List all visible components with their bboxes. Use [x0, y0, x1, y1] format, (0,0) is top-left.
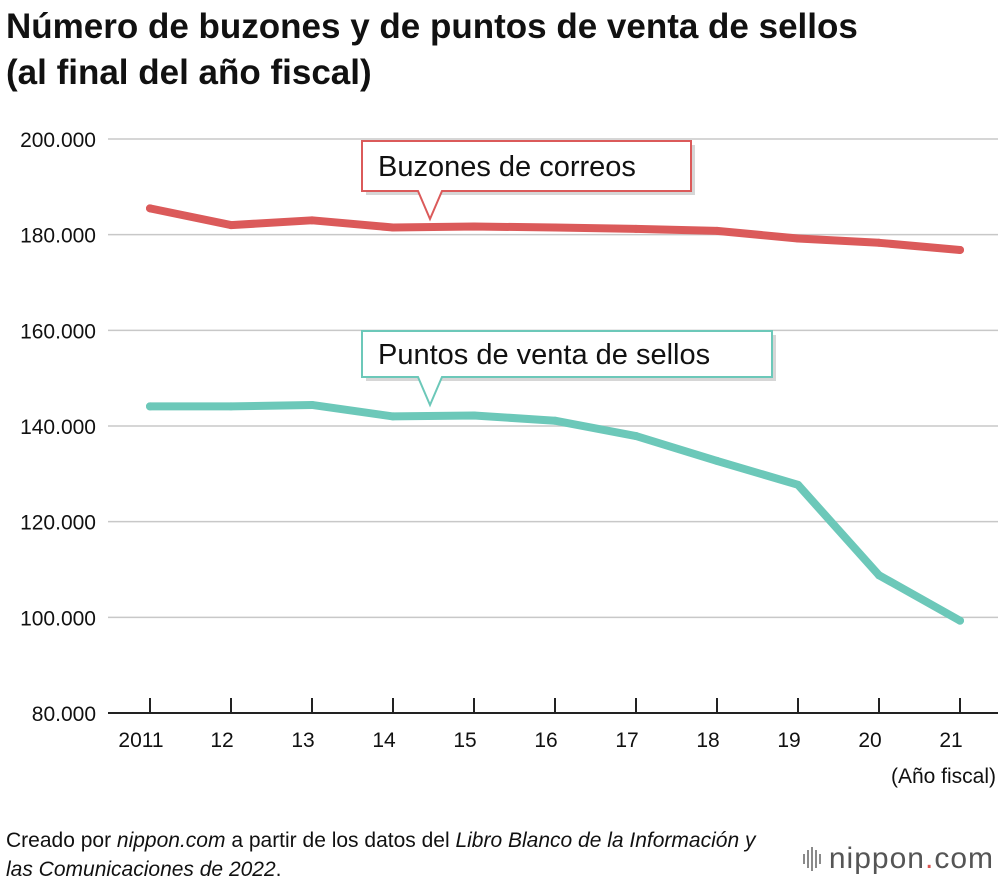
x-tick-label: 21 — [939, 729, 962, 752]
logo-tld: com — [934, 842, 994, 875]
data-point — [794, 480, 802, 489]
data-point — [632, 224, 640, 233]
data-point — [146, 204, 154, 213]
y-tick-label: 180.000 — [20, 225, 96, 248]
tick-labels: 80.000 100.000 120.000 140.000 160.000 180.00… — [20, 129, 996, 788]
data-point — [551, 223, 559, 232]
data-point — [308, 216, 316, 225]
data-point — [470, 222, 478, 231]
logo-name: nippon — [828, 842, 925, 875]
x-tick-label: 17 — [615, 729, 638, 752]
data-point — [956, 245, 964, 254]
data-point — [713, 226, 721, 235]
chart-title-line-1: Número de buzones y de puntos de venta d… — [6, 7, 858, 46]
data-point — [389, 412, 397, 421]
data-point — [794, 234, 802, 243]
source-site: nippon.com — [116, 829, 226, 852]
data-point — [632, 432, 640, 441]
data-point — [956, 616, 964, 625]
chart-title: Número de buzones y de puntos de venta d… — [6, 4, 996, 96]
data-point — [713, 456, 721, 465]
x-unit-label: (Año fiscal) — [891, 765, 996, 788]
data-point — [875, 571, 883, 580]
x-tick-label: 16 — [534, 729, 557, 752]
data-point — [227, 221, 235, 230]
data-point — [389, 223, 397, 232]
x-tick-label: 18 — [696, 729, 719, 752]
y-tick-label: 160.000 — [20, 320, 96, 343]
x-tick-label: 20 — [858, 729, 881, 752]
y-tick-label: 80.000 — [32, 703, 96, 726]
x-tick-label: 15 — [453, 729, 476, 752]
source-prefix: Creado por — [6, 829, 117, 852]
x-tick-label: 19 — [777, 729, 800, 752]
legend-label: Puntos de venta de sellos — [378, 339, 710, 371]
line-chart: Buzones de correos Puntos de venta de sel… — [20, 129, 998, 788]
source-book: Libro Blanco de la Información y las Com… — [6, 829, 756, 881]
legend-callouts: Buzones de correos Puntos de venta de sel… — [361, 140, 776, 408]
x-tick-label: 2011 — [118, 729, 163, 752]
data-point — [308, 400, 316, 409]
data-point — [551, 416, 559, 425]
x-tick-label: 13 — [291, 729, 314, 752]
data-point — [146, 402, 154, 411]
grid-lines — [108, 138, 998, 619]
x-tick-label: 14 — [372, 729, 396, 752]
source-note: Creado por nippon.com a partir de los da… — [6, 826, 766, 884]
data-point — [470, 411, 478, 420]
nippon-logo: nippon. com — [802, 842, 994, 876]
source-suffix: . — [275, 858, 282, 881]
y-tick-label: 120.000 — [20, 512, 96, 535]
chart-title-line-2: (al final del año fiscal) — [6, 53, 372, 92]
y-tick-label: 100.000 — [20, 607, 96, 630]
logo-dot: . — [924, 842, 935, 875]
data-point — [875, 238, 883, 247]
series-lines — [146, 204, 964, 625]
series-line-2 — [146, 400, 964, 625]
x-axis — [108, 698, 998, 714]
callout-box — [361, 330, 773, 408]
logo-bars-icon — [802, 847, 821, 871]
data-point — [227, 402, 235, 411]
y-tick-label: 200.000 — [20, 129, 96, 152]
source-middle: a partir de los datos del — [225, 829, 456, 852]
y-tick-label: 140.000 — [20, 416, 96, 439]
legend-label: Buzones de correos — [378, 151, 636, 183]
x-tick-label: 12 — [210, 729, 233, 752]
callout-box — [361, 140, 692, 222]
